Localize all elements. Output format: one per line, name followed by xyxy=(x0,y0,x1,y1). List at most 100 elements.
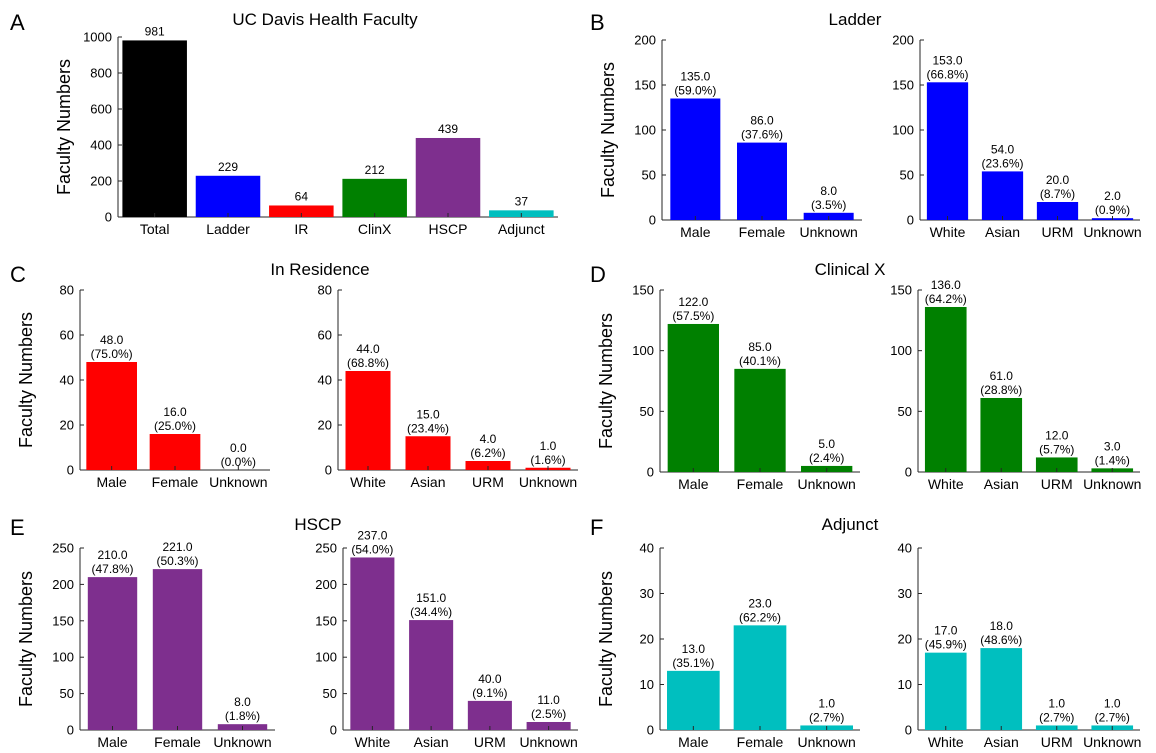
y-tick-label: 1000 xyxy=(83,30,112,45)
bar xyxy=(526,721,571,730)
y-tick-label: 40 xyxy=(318,373,332,388)
bar xyxy=(405,436,451,470)
x-tick-label: White xyxy=(930,224,966,240)
bar xyxy=(415,137,481,217)
y-tick-label: 20 xyxy=(60,418,74,433)
y-tick-label: 0 xyxy=(330,723,337,738)
data-label-percent: (8.7%) xyxy=(1040,187,1075,201)
y-tick-label: 10 xyxy=(640,677,654,692)
panel-letter: A xyxy=(10,10,25,35)
data-label-percent: (2.7%) xyxy=(1095,710,1130,724)
data-label: 153.0 xyxy=(932,53,962,67)
data-label: 20.0 xyxy=(1046,173,1070,187)
y-axis-label: Faculty Numbers xyxy=(16,571,36,707)
data-label-percent: (66.8%) xyxy=(926,67,968,81)
y-tick-label: 50 xyxy=(642,168,656,183)
x-tick-label: Asian xyxy=(410,474,445,490)
chart-title: Ladder xyxy=(829,10,882,29)
x-tick-label: Unknown xyxy=(1083,224,1141,240)
x-tick-label: Male xyxy=(680,224,711,240)
data-label: 61.0 xyxy=(990,369,1014,383)
bar xyxy=(1036,202,1079,220)
panel-letter: B xyxy=(590,10,605,35)
y-tick-label: 100 xyxy=(892,123,914,138)
y-tick-label: 20 xyxy=(318,418,332,433)
bar xyxy=(667,323,719,472)
y-axis-label: Faculty Numbers xyxy=(598,62,618,198)
data-label: 44.0 xyxy=(356,342,380,356)
data-label-percent: (54.0%) xyxy=(351,542,393,556)
y-tick-label: 800 xyxy=(90,66,112,81)
y-tick-label: 50 xyxy=(898,404,912,419)
x-tick-label: URM xyxy=(474,734,506,750)
y-tick-label: 200 xyxy=(634,33,656,48)
data-label: 151.0 xyxy=(416,591,446,605)
data-label-percent: (64.2%) xyxy=(925,292,967,306)
y-tick-label: 200 xyxy=(892,33,914,48)
y-tick-label: 50 xyxy=(640,404,654,419)
data-label: 18.0 xyxy=(990,619,1014,633)
bar xyxy=(350,557,395,730)
y-axis-label: Faculty Numbers xyxy=(596,313,616,449)
data-label: 0.0 xyxy=(230,441,247,455)
y-tick-label: 50 xyxy=(323,686,337,701)
data-label-percent: (6.2%) xyxy=(470,446,505,460)
data-label: 237.0 xyxy=(357,528,387,542)
bar xyxy=(269,205,334,217)
data-label: 135.0 xyxy=(680,70,710,84)
bar xyxy=(981,171,1024,220)
data-label: 8.0 xyxy=(234,695,251,709)
bar xyxy=(122,40,187,217)
y-tick-label: 0 xyxy=(905,465,912,480)
y-tick-label: 40 xyxy=(60,373,74,388)
y-axis-label: Faculty Numbers xyxy=(16,312,36,448)
y-tick-label: 0 xyxy=(647,723,654,738)
data-label: 40.0 xyxy=(478,672,502,686)
x-tick-label: URM xyxy=(472,474,504,490)
data-label: 54.0 xyxy=(991,142,1015,156)
data-label: 2.0 xyxy=(1104,189,1121,203)
data-label: 221.0 xyxy=(162,540,192,554)
x-tick-label: Asian xyxy=(984,734,1019,750)
y-tick-label: 100 xyxy=(315,650,337,665)
y-tick-label: 200 xyxy=(315,577,337,592)
data-label-percent: (40.1%) xyxy=(739,354,781,368)
bar xyxy=(195,175,261,217)
y-tick-label: 60 xyxy=(318,328,332,343)
data-label-percent: (50.3%) xyxy=(156,554,198,568)
data-label: 1.0 xyxy=(540,439,557,453)
chart-title: In Residence xyxy=(270,260,369,279)
data-label-percent: (37.6%) xyxy=(741,128,783,142)
data-label-percent: (1.8%) xyxy=(225,709,260,723)
data-label-percent: (9.1%) xyxy=(472,686,507,700)
data-label-percent: (45.9%) xyxy=(925,638,967,652)
bar xyxy=(465,461,511,470)
panel-letter: D xyxy=(590,262,606,287)
bar xyxy=(980,648,1023,730)
y-tick-label: 0 xyxy=(105,210,112,225)
x-tick-label: Total xyxy=(140,221,170,237)
y-tick-label: 250 xyxy=(315,541,337,556)
x-tick-label: Male xyxy=(96,474,127,490)
data-label: 1.0 xyxy=(1048,696,1065,710)
y-tick-label: 100 xyxy=(634,123,656,138)
panel-letter: F xyxy=(590,515,603,540)
bar xyxy=(670,98,721,220)
data-label-percent: (35.1%) xyxy=(672,656,714,670)
y-tick-label: 80 xyxy=(318,283,332,298)
y-tick-label: 20 xyxy=(640,632,654,647)
x-tick-label: IR xyxy=(294,221,308,237)
data-label-percent: (62.2%) xyxy=(739,610,781,624)
panel-letter: E xyxy=(10,515,25,540)
data-label: 8.0 xyxy=(820,184,837,198)
x-tick-label: ClinX xyxy=(358,221,392,237)
bar xyxy=(737,142,787,220)
data-label: 210.0 xyxy=(97,548,127,562)
x-tick-label: HSCP xyxy=(429,221,468,237)
data-label-percent: (23.4%) xyxy=(407,421,449,435)
data-label-percent: (5.7%) xyxy=(1039,442,1074,456)
y-tick-label: 30 xyxy=(640,586,654,601)
x-tick-label: White xyxy=(928,734,964,750)
bar xyxy=(86,362,137,470)
